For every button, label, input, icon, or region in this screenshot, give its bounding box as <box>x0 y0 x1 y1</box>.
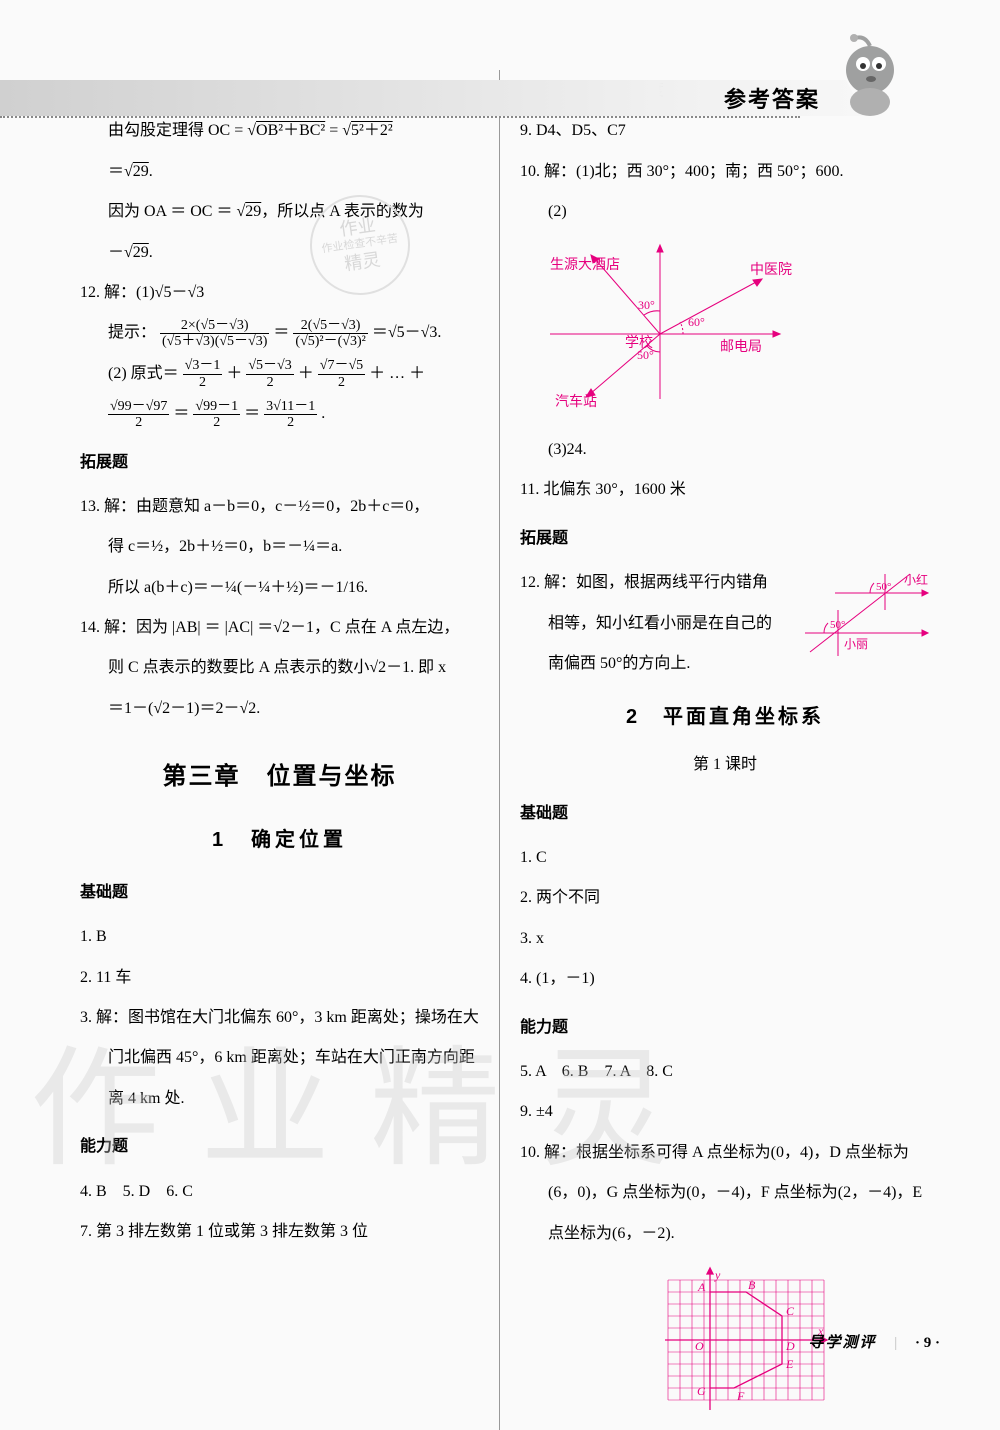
right-column: 8. 27. 9 度 123. 1 度 9. D4、D5、C7 10. 解：(1… <box>500 70 940 1430</box>
header-dotted-rule <box>0 116 800 118</box>
text-line: －√29. <box>80 234 479 272</box>
q12-block: 小红 小丽 50° 50° 12. 解：如图，根据两线平行内错角 相等，知小红看… <box>520 564 930 683</box>
text-line: 因为 OA ＝ OC ＝ √29，所以点 A 表示的数为 <box>80 193 479 231</box>
section-heading: 能力题 <box>520 1009 930 1047</box>
text-line: 10. 解：(1)北；西 30°；400；南；西 50°；600. <box>520 153 930 191</box>
text-line: 4. B 5. D 6. C <box>80 1173 479 1211</box>
svg-text:30°: 30° <box>638 298 655 312</box>
svg-text:50°: 50° <box>637 348 654 362</box>
compass-diagram: 生源大酒店 中医院 学校 邮电局 汽车站 30° 60° 50° <box>520 239 800 409</box>
svg-text:E: E <box>785 1357 794 1371</box>
svg-text:汽车站: 汽车站 <box>555 393 597 409</box>
svg-text:50°: 50° <box>876 581 891 593</box>
section-title: 1 确定位置 <box>80 816 479 864</box>
svg-text:D: D <box>785 1339 795 1353</box>
angle-diagram: 小红 小丽 50° 50° <box>800 568 930 658</box>
text-line: (3)24. <box>520 431 930 469</box>
text-line: 离 4 km 处. <box>80 1080 479 1118</box>
text-line: 1. C <box>520 839 930 877</box>
text-line: 门北偏西 45°，6 km 距离处；车站在大门正南方向距 <box>80 1039 479 1077</box>
text-line: ＝√29. <box>80 153 479 191</box>
svg-text:中医院: 中医院 <box>750 262 792 278</box>
text-line: 得 c＝½，2b＋½＝0，b＝－¼＝a. <box>80 528 479 566</box>
text-line: 则 C 点表示的数要比 A 点表示的数小√2－1. 即 x <box>80 649 479 687</box>
svg-text:60°: 60° <box>688 315 705 329</box>
footer-brand: 导学测评 <box>808 1334 876 1351</box>
text-line: 点坐标为(6，－2). <box>520 1215 930 1253</box>
text-line: 11. 北偏东 30°，1600 米 <box>520 471 930 509</box>
text-line: 12. 解：(1)√5－√3 <box>80 274 479 312</box>
svg-text:小红: 小红 <box>904 572 928 587</box>
svg-text:G: G <box>697 1384 706 1398</box>
text-line: 所以 a(b＋c)＝－¼(－¼＋½)＝－1/16. <box>80 569 479 607</box>
chapter-title: 第三章 位置与坐标 <box>80 748 479 806</box>
text-line: 7. 第 3 排左数第 1 位或第 3 排左数第 3 位 <box>80 1213 479 1251</box>
mascot-icon <box>830 30 910 120</box>
svg-text:O: O <box>695 1339 704 1353</box>
text-line: 由勾股定理得 OC = √OB²＋BC² = √5²＋2² <box>80 112 479 150</box>
text-line: 2. 11 车 <box>80 959 479 997</box>
text-line: (2) 原式＝ √3－12 ＋ √5－√32 ＋ √7－√52 ＋ … ＋ <box>80 355 479 393</box>
text-line: 13. 解：由题意知 a－b＝0，c－½＝0，2b＋c＝0， <box>80 488 479 526</box>
text-line: ＝1－(√2－1)＝2－√2. <box>80 690 479 728</box>
section-title: 2 平面直角坐标系 <box>520 693 930 741</box>
text-line: 1. B <box>80 918 479 956</box>
text-line: 4. (1，－1) <box>520 960 930 998</box>
svg-text:y: y <box>714 1268 721 1282</box>
svg-text:邮电局: 邮电局 <box>720 339 762 355</box>
text-line: 3. x <box>520 920 930 958</box>
text-line: 14. 解：因为 |AB| ＝ |AC| ＝√2－1，C 点在 A 点左边， <box>80 609 479 647</box>
svg-text:50°: 50° <box>830 619 845 631</box>
footer-page-number: · 9 · <box>915 1335 940 1351</box>
text-line: √99－√972 ＝ √99－12 ＝ 3√11－12 . <box>80 395 479 433</box>
header-title: 参考答案 <box>724 82 820 114</box>
text-line: (2) <box>520 193 930 231</box>
svg-text:F: F <box>736 1389 745 1403</box>
coordinate-grid: O y x A B C D E F G <box>660 1265 830 1415</box>
text-line: 10. 解：根据坐标系可得 A 点坐标为(0，4)，D 点坐标为 <box>520 1134 930 1172</box>
svg-text:小丽: 小丽 <box>844 637 868 651</box>
text-line: (6，0)，G 点坐标为(0，－4)，F 点坐标为(2，－4)，E <box>520 1174 930 1212</box>
text-line: 9. ±4 <box>520 1093 930 1131</box>
section-heading: 拓展题 <box>80 444 479 482</box>
text-line: 5. A 6. B 7. A 8. C <box>520 1053 930 1091</box>
text-line: 提示： 2×(√5－√3)(√5＋√3)(√5－√3) ＝ 2(√5－√3)(√… <box>80 314 479 352</box>
section-heading: 基础题 <box>520 795 930 833</box>
section-heading: 拓展题 <box>520 520 930 558</box>
svg-text:A: A <box>697 1280 706 1294</box>
section-heading: 基础题 <box>80 874 479 912</box>
page-footer: 导学测评 | · 9 · <box>808 1331 940 1352</box>
svg-text:生源大酒店: 生源大酒店 <box>550 257 620 273</box>
content-columns: 取 OB＝5，作 BC⊥OB，取 BC＝2. 由勾股定理得 OC = √OB²＋… <box>60 70 940 1430</box>
left-column: 取 OB＝5，作 BC⊥OB，取 BC＝2. 由勾股定理得 OC = √OB²＋… <box>60 70 500 1430</box>
text-line: 2. 两个不同 <box>520 879 930 917</box>
section-heading: 能力题 <box>80 1128 479 1166</box>
footer-divider: | <box>894 1335 897 1351</box>
svg-text:C: C <box>786 1304 795 1318</box>
svg-text:B: B <box>748 1278 756 1292</box>
text-line: 3. 解：图书馆在大门北偏东 60°，3 km 距离处；操场在大 <box>80 999 479 1037</box>
lesson-label: 第 1 课时 <box>520 746 930 784</box>
